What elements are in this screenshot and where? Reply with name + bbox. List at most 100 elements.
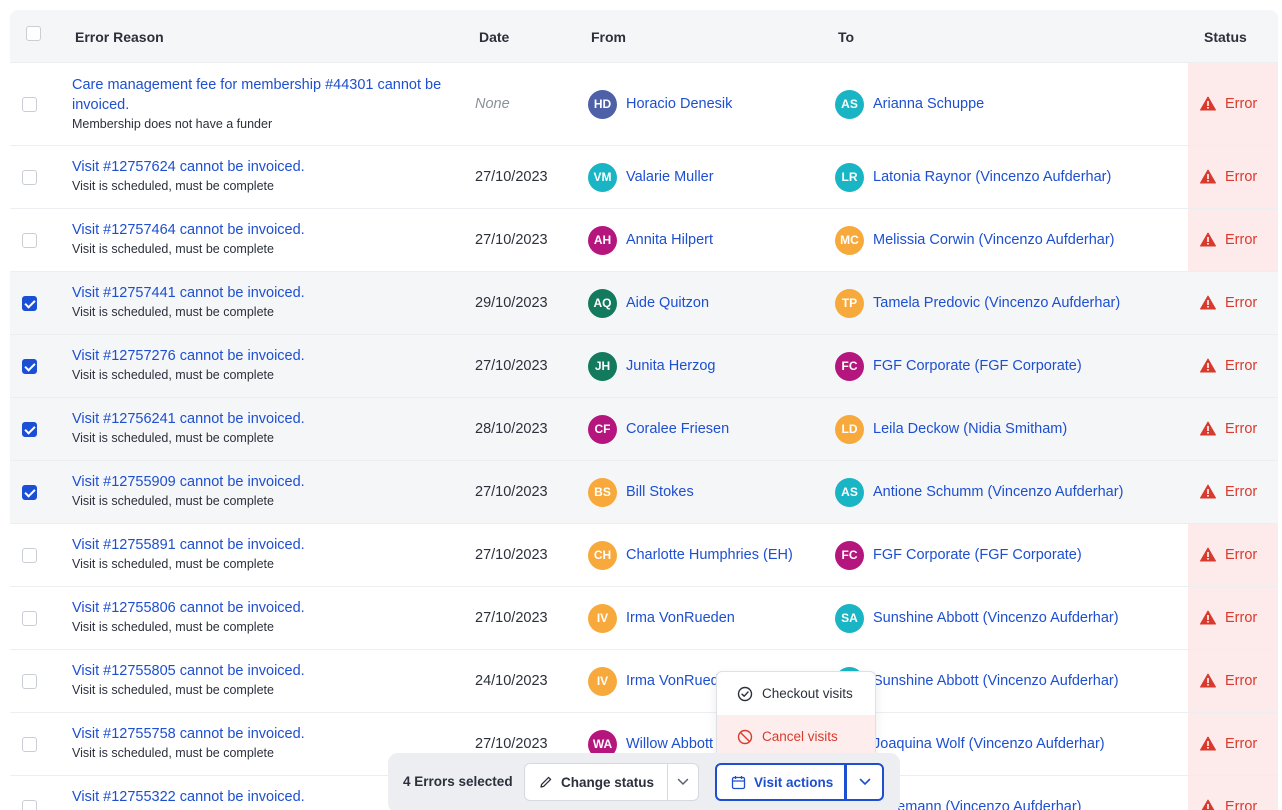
row-checkbox[interactable] [22,421,37,437]
error-title-link[interactable]: Visit #12757441 cannot be invoiced. [72,285,305,301]
from-name-link[interactable]: Charlotte Humphries (EH) [626,547,793,563]
from-person[interactable]: BS Bill Stokes [588,477,694,507]
table-row[interactable]: Visit #12757441 cannot be invoiced. Visi… [10,271,1278,334]
header-status[interactable]: Status [1204,29,1247,45]
table-row[interactable]: Visit #12757276 cannot be invoiced. Visi… [10,334,1278,397]
from-name-link[interactable]: Irma VonRueden [626,610,735,626]
from-name-link[interactable]: Annita Hilpert [626,232,714,248]
cancel-visits-item[interactable]: Cancel visits [717,715,875,757]
to-person[interactable]: MC Melissia Corwin (Vincenzo Aufderhar) [835,225,1115,255]
from-name-link[interactable]: Bill Stokes [626,484,694,500]
header-from[interactable]: From [591,29,626,45]
row-checkbox[interactable] [22,736,37,752]
error-title-link[interactable]: Visit #12756241 cannot be invoiced. [72,411,305,427]
from-name-link[interactable]: Willow Abbott [626,736,714,752]
from-name-link[interactable]: Junita Herzog [626,358,716,374]
to-name-link[interactable]: Antione Schumm (Vincenzo Aufderhar) [873,484,1124,500]
avatar: HD [588,89,617,119]
to-person[interactable]: FC FGF Corporate (FGF Corporate) [835,540,1082,570]
from-person[interactable]: CH Charlotte Humphries (EH) [588,540,793,570]
table-row[interactable]: Visit #12757624 cannot be invoiced. Visi… [10,145,1278,208]
error-title-link[interactable]: Visit #12757624 cannot be invoiced. [72,159,305,175]
from-name-link[interactable]: Horacio Denesik [626,96,733,112]
change-status-label: Change status [561,774,655,790]
row-checkbox[interactable] [22,799,37,810]
row-checkbox[interactable] [22,547,37,563]
error-title-link[interactable]: Visit #12757276 cannot be invoiced. [72,348,305,364]
to-name-link[interactable]: Sunshine Abbott (Vincenzo Aufderhar) [873,610,1119,626]
table-row[interactable]: Visit #12755891 cannot be invoiced. Visi… [10,523,1278,586]
check-circle-icon [737,686,753,701]
to-person[interactable]: FC FGF Corporate (FGF Corporate) [835,351,1082,381]
from-person[interactable]: AQ Aide Quitzon [588,288,710,318]
to-name-link[interactable]: Leila Deckow (Nidia Smitham) [873,421,1068,437]
to-person[interactable]: LR Latonia Raynor (Vincenzo Aufderhar) [835,162,1112,192]
to-name-link[interactable]: Joaquina Wolf (Vincenzo Aufderhar) [873,736,1105,752]
header-to[interactable]: To [838,29,855,45]
error-title-link[interactable]: Visit #12755322 cannot be invoiced. [72,789,305,805]
header-error-reason[interactable]: Error Reason [75,29,164,45]
to-name-link[interactable]: FGF Corporate (FGF Corporate) [873,547,1082,563]
to-person[interactable]: AS Antione Schumm (Vincenzo Aufderhar) [835,477,1124,507]
error-title-link[interactable]: Visit #12755805 cannot be invoiced. [72,663,305,679]
to-name-link[interactable]: n Ziemann (Vincenzo Aufderhar) [873,799,1082,810]
table-row[interactable]: Visit #12757464 cannot be invoiced. Visi… [10,208,1278,271]
row-checkbox[interactable] [22,232,37,248]
status-label: Error [1225,798,1258,810]
change-status-dropdown-button[interactable] [667,763,699,801]
table-row[interactable]: Care management fee for membership #4430… [10,62,1278,145]
error-title-link[interactable]: Visit #12755909 cannot be invoiced. [72,474,305,490]
to-person[interactable]: SA Sunshine Abbott (Vincenzo Aufderhar) [835,603,1119,633]
from-name-link[interactable]: Valarie Muller [626,169,714,185]
from-name-link[interactable]: Irma VonRued [626,673,719,689]
from-person[interactable]: IV Irma VonRueden [588,603,735,633]
to-person[interactable]: TP Tamela Predovic (Vincenzo Aufderhar) [835,288,1121,318]
from-person[interactable]: CF Coralee Friesen [588,414,730,444]
row-checkbox[interactable] [22,96,37,112]
error-title-link[interactable]: Visit #12757464 cannot be invoiced. [72,222,305,238]
to-name-link[interactable]: Arianna Schuppe [873,96,985,112]
from-person[interactable]: HD Horacio Denesik [588,89,733,119]
to-name-link[interactable]: Tamela Predovic (Vincenzo Aufderhar) [873,295,1121,311]
error-title-link[interactable]: Visit #12755806 cannot be invoiced. [72,600,305,616]
header-date[interactable]: Date [479,29,510,45]
error-reason-cell: Visit #12757464 cannot be invoiced. Visi… [72,220,452,259]
table-row[interactable]: Visit #12756241 cannot be invoiced. Visi… [10,397,1278,460]
avatar: BS [588,477,617,507]
row-checkbox[interactable] [22,673,37,689]
to-person[interactable]: Sunshine Abbott (Vincenzo Aufderhar) [835,666,1119,696]
visit-actions-button[interactable]: Visit actions [715,763,846,801]
from-person[interactable]: JH Junita Herzog [588,351,716,381]
from-person[interactable]: AH Annita Hilpert [588,225,714,255]
from-name-link[interactable]: Coralee Friesen [626,421,730,437]
table-row[interactable]: Visit #12755806 cannot be invoiced. Visi… [10,586,1278,649]
avatar: AS [835,89,864,119]
from-person[interactable]: IV Irma VonRued [588,666,719,696]
from-person[interactable]: VM Valarie Muller [588,162,714,192]
row-checkbox[interactable] [22,484,37,500]
to-name-link[interactable]: Melissia Corwin (Vincenzo Aufderhar) [873,232,1115,248]
from-name-link[interactable]: Aide Quitzon [626,295,710,311]
table-row[interactable]: Visit #12755909 cannot be invoiced. Visi… [10,460,1278,523]
to-person[interactable]: AS Arianna Schuppe [835,89,985,119]
date-cell: 27/10/2023 [475,483,548,500]
row-checkbox[interactable] [22,169,37,185]
visit-actions-dropdown-button[interactable] [845,763,884,801]
checkout-visits-item[interactable]: Checkout visits [717,672,875,715]
error-title-link[interactable]: Visit #12755891 cannot be invoiced. [72,537,305,553]
row-checkbox[interactable] [22,295,37,311]
error-reason-cell: Visit #12757441 cannot be invoiced. Visi… [72,283,452,322]
select-all-checkbox[interactable] [26,26,41,41]
date-cell: 27/10/2023 [475,168,548,185]
row-checkbox[interactable] [22,610,37,626]
row-checkbox[interactable] [22,358,37,374]
to-person[interactable]: LD Leila Deckow (Nidia Smitham) [835,414,1068,444]
error-title-link[interactable]: Care management fee for membership #4430… [72,77,442,113]
to-name-link[interactable]: Sunshine Abbott (Vincenzo Aufderhar) [873,673,1119,689]
date-cell: 27/10/2023 [475,357,548,374]
error-title-link[interactable]: Visit #12755758 cannot be invoiced. [72,726,305,742]
change-status-button[interactable]: Change status [524,763,668,801]
table-row[interactable]: Visit #12755805 cannot be invoiced. Visi… [10,649,1278,712]
to-name-link[interactable]: FGF Corporate (FGF Corporate) [873,358,1082,374]
to-name-link[interactable]: Latonia Raynor (Vincenzo Aufderhar) [873,169,1112,185]
